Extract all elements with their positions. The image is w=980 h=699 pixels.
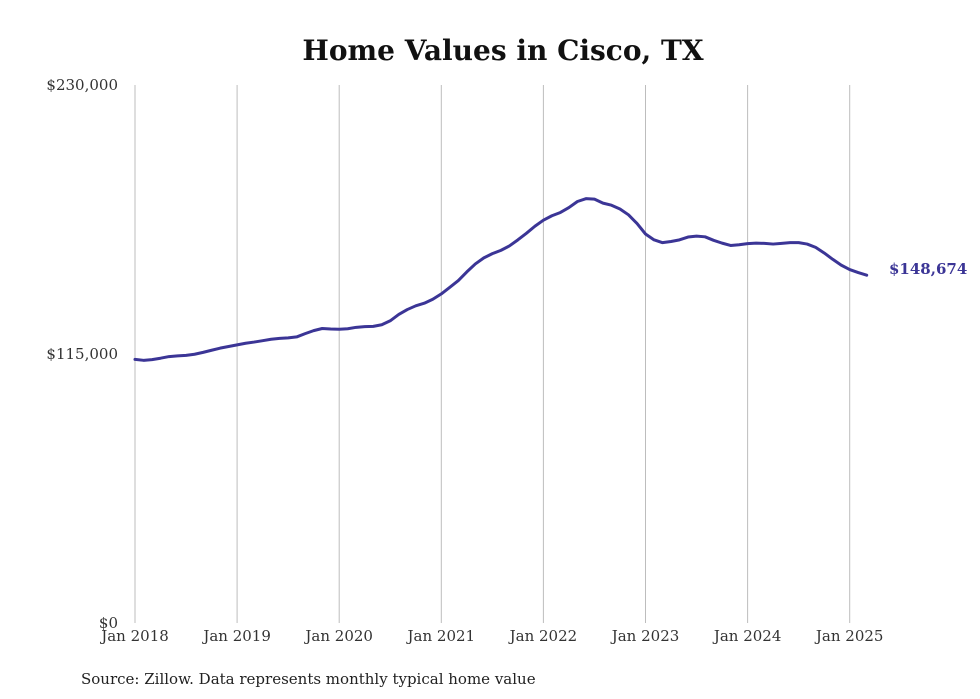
x-axis-tick-labels: Jan 2018 Jan 2019 Jan 2020 Jan 2021 Jan 2022… <box>99 627 883 645</box>
x-tick-label: Jan 2021 <box>406 627 476 645</box>
x-tick-label: Jan 2020 <box>303 627 373 645</box>
y-tick-label: $115,000 <box>46 345 118 363</box>
x-tick-label: Jan 2024 <box>712 627 782 645</box>
chart-title: Home Values in Cisco, TX <box>302 34 703 67</box>
x-tick-label: Jan 2019 <box>201 627 271 645</box>
y-tick-label: $230,000 <box>46 76 118 94</box>
y-axis-tick-labels: $0 $115,000 $230,000 <box>46 76 118 632</box>
series-group <box>133 197 869 362</box>
x-tick-label: Jan 2022 <box>508 627 578 645</box>
grid-lines <box>134 85 851 623</box>
x-tick-label: Jan 2018 <box>99 627 169 645</box>
x-tick-label: Jan 2023 <box>610 627 680 645</box>
x-tick-label: Jan 2025 <box>814 627 884 645</box>
source-note: Source: Zillow. Data represents monthly … <box>81 670 536 688</box>
end-value-label: $148,674 <box>889 260 967 278</box>
home-value-series-line <box>133 197 869 362</box>
y-tick-label: $0 <box>99 614 118 632</box>
